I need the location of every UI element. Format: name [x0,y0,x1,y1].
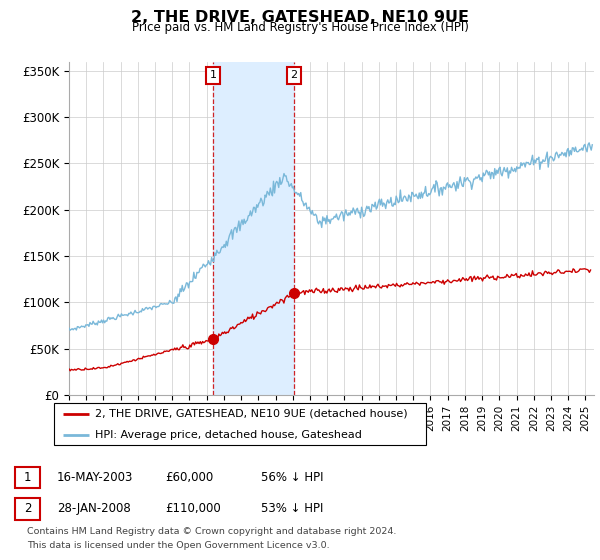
Bar [213,62,294,395]
Text: 28-JAN-2008: 28-JAN-2008 [57,502,131,515]
Text: 1: 1 [24,470,31,484]
Text: 1: 1 [209,71,217,81]
Text: 2, THE DRIVE, GATESHEAD, NE10 9UE (detached house): 2, THE DRIVE, GATESHEAD, NE10 9UE (detac… [95,409,407,419]
Text: £60,000: £60,000 [165,470,213,484]
Text: Price paid vs. HM Land Registry's House Price Index (HPI): Price paid vs. HM Land Registry's House … [131,21,469,34]
Text: 2, THE DRIVE, GATESHEAD, NE10 9UE: 2, THE DRIVE, GATESHEAD, NE10 9UE [131,10,469,25]
Text: 53% ↓ HPI: 53% ↓ HPI [261,502,323,515]
Text: 16-MAY-2003: 16-MAY-2003 [57,470,133,484]
Text: 56% ↓ HPI: 56% ↓ HPI [261,470,323,484]
Text: This data is licensed under the Open Government Licence v3.0.: This data is licensed under the Open Gov… [27,541,329,550]
Text: HPI: Average price, detached house, Gateshead: HPI: Average price, detached house, Gate… [95,430,362,440]
Text: 2: 2 [24,502,31,515]
Text: £110,000: £110,000 [165,502,221,515]
Text: Contains HM Land Registry data © Crown copyright and database right 2024.: Contains HM Land Registry data © Crown c… [27,527,397,536]
Text: 2: 2 [290,71,298,81]
